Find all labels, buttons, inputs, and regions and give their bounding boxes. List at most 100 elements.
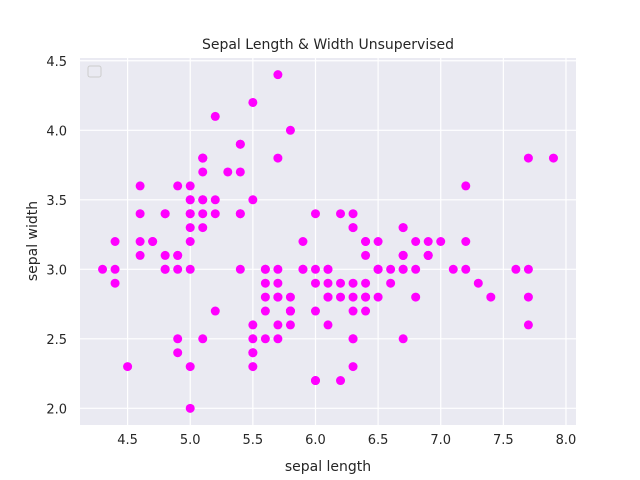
data-point	[398, 250, 408, 260]
data-point	[260, 292, 270, 302]
data-point	[448, 264, 458, 274]
data-point	[523, 320, 533, 330]
data-point	[273, 278, 283, 288]
data-point	[298, 264, 308, 274]
data-point	[235, 139, 245, 149]
plot-background	[80, 58, 576, 425]
data-point	[185, 195, 195, 205]
data-point	[323, 320, 333, 330]
data-point	[248, 195, 258, 205]
data-point	[310, 264, 320, 274]
data-point	[260, 278, 270, 288]
data-point	[173, 334, 183, 344]
data-point	[348, 362, 358, 372]
data-point	[98, 264, 108, 274]
data-point	[473, 278, 483, 288]
data-point	[185, 181, 195, 191]
data-point	[511, 264, 521, 274]
data-point	[523, 292, 533, 302]
data-point	[323, 278, 333, 288]
data-point	[235, 264, 245, 274]
data-point	[348, 306, 358, 316]
data-point	[185, 209, 195, 219]
data-point	[398, 334, 408, 344]
data-point	[198, 334, 208, 344]
data-point	[348, 223, 358, 233]
data-point	[361, 306, 371, 316]
data-point	[260, 306, 270, 316]
data-point	[210, 209, 220, 219]
data-point	[486, 292, 496, 302]
data-point	[198, 195, 208, 205]
data-point	[273, 264, 283, 274]
data-point	[348, 334, 358, 344]
data-point	[348, 292, 358, 302]
data-point	[361, 237, 371, 246]
data-point	[285, 292, 295, 302]
data-point	[110, 264, 120, 274]
data-point	[248, 348, 258, 358]
data-point	[310, 278, 320, 288]
data-point	[348, 278, 358, 288]
legend-box	[87, 65, 102, 78]
x-tick-label: 7.0	[430, 433, 451, 448]
data-point	[310, 376, 320, 386]
data-point	[160, 264, 170, 274]
data-point	[185, 403, 195, 413]
data-point	[336, 209, 346, 219]
data-point	[173, 348, 183, 358]
data-point	[110, 278, 120, 288]
x-tick-labels: 4.5 5.0 5.5 6.0 6.5 7.0 7.5 8.0	[117, 433, 576, 448]
data-point	[198, 223, 208, 233]
data-point	[198, 209, 208, 219]
data-point	[436, 237, 446, 246]
y-tick-label: 3.5	[46, 194, 67, 209]
y-tick-label: 4.0	[46, 124, 67, 139]
data-point	[361, 292, 371, 302]
data-point	[235, 167, 245, 177]
data-point	[210, 195, 220, 205]
data-point	[198, 153, 208, 163]
y-axis-label: sepal width	[25, 201, 41, 281]
data-point	[160, 250, 170, 260]
data-point	[323, 292, 333, 302]
data-point	[148, 237, 158, 246]
data-point	[123, 362, 133, 372]
x-tick-label: 6.5	[368, 433, 389, 448]
data-point	[423, 237, 433, 246]
data-point	[523, 153, 533, 163]
data-point	[373, 237, 383, 246]
x-tick-label: 4.5	[117, 433, 138, 448]
chart-title: Sepal Length & Width Unsupervised	[202, 37, 454, 53]
x-tick-label: 5.5	[243, 433, 264, 448]
data-point	[310, 209, 320, 219]
data-points	[98, 70, 558, 413]
data-point	[210, 111, 220, 121]
x-tick-label: 8.0	[556, 433, 577, 448]
data-point	[548, 153, 558, 163]
y-tick-labels: 2.0 2.5 3.0 3.5 4.0 4.5	[46, 55, 67, 418]
y-tick-label: 3.0	[46, 263, 67, 278]
data-point	[160, 209, 170, 219]
data-point	[386, 264, 396, 274]
data-point	[173, 250, 183, 260]
x-axis-label: sepal length	[285, 459, 371, 475]
data-point	[260, 264, 270, 274]
data-point	[210, 306, 220, 316]
data-point	[135, 181, 145, 191]
data-point	[273, 292, 283, 302]
data-point	[198, 167, 208, 177]
data-point	[361, 278, 371, 288]
data-point	[411, 237, 421, 246]
y-tick-label: 2.0	[46, 402, 67, 417]
data-point	[185, 264, 195, 274]
data-point	[386, 278, 396, 288]
data-point	[273, 70, 283, 80]
data-point	[285, 125, 295, 135]
data-point	[185, 362, 195, 372]
data-point	[185, 237, 195, 246]
data-point	[336, 292, 346, 302]
data-point	[273, 153, 283, 163]
x-tick-label: 6.0	[305, 433, 326, 448]
